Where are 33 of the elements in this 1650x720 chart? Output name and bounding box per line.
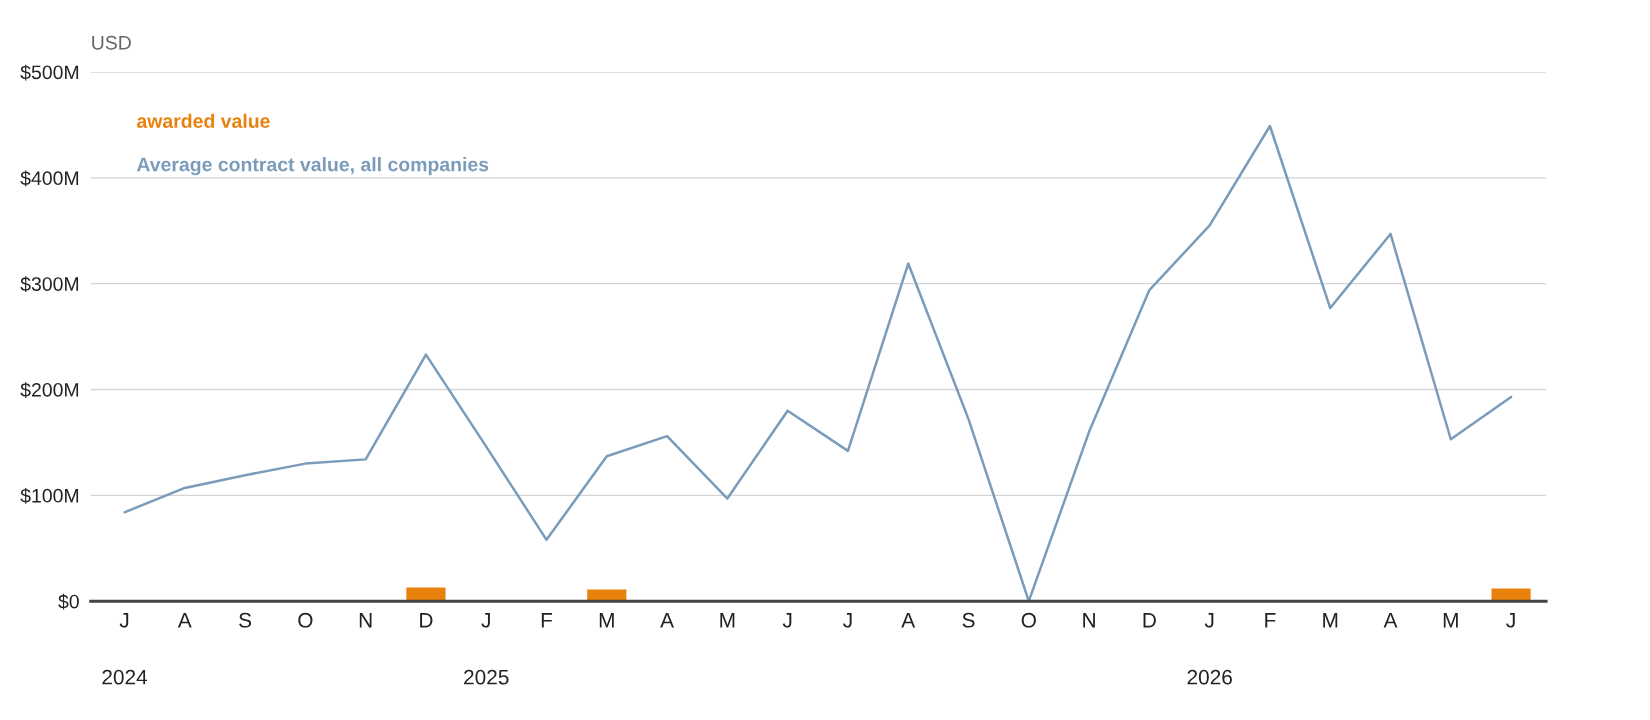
x-tick-label: N [359,613,372,628]
x-tick-label: J [843,613,852,628]
x-tick-label: M [1323,613,1338,628]
x-tick-label: J [1506,613,1515,628]
y-tick-label: $400M [20,170,79,187]
category-label: J 2024 [102,613,148,685]
x-tick-label: M [599,613,614,628]
y-tick-label: $100M [20,488,79,504]
x-tick-label: A [177,613,192,628]
x-tick-label: O [298,612,313,628]
x-tick-label: S [239,612,252,628]
category-label: J 2026 [1187,613,1232,685]
x-tick-label: D [420,613,433,628]
x-tick-label: M [1443,613,1458,628]
y-tick-label: $200M [20,382,79,398]
x-tick-label: A [901,613,916,628]
x-tick-label: M [720,613,735,628]
y-tick-label: $0 [58,593,79,610]
x-tick-label: F [1265,613,1276,628]
x-tick-label: D [1143,613,1156,628]
x-tick-label: N [1083,613,1095,628]
y-tick-label: $500M [20,64,79,81]
text: Average contract value, all companies [136,157,489,176]
x-tick-label: J [782,613,792,628]
x-tick-label: A [1383,613,1398,628]
x-tick-label: O [1021,612,1036,628]
x-tick-label: F [541,613,553,628]
y-tick-label: $300M [20,276,79,293]
x-tick-label: S [962,612,975,628]
y-axis-title: USD [92,35,131,50]
x-tick-label: A [660,613,674,628]
text: awarded value [136,113,270,128]
category-label: J 2025 [464,613,509,685]
